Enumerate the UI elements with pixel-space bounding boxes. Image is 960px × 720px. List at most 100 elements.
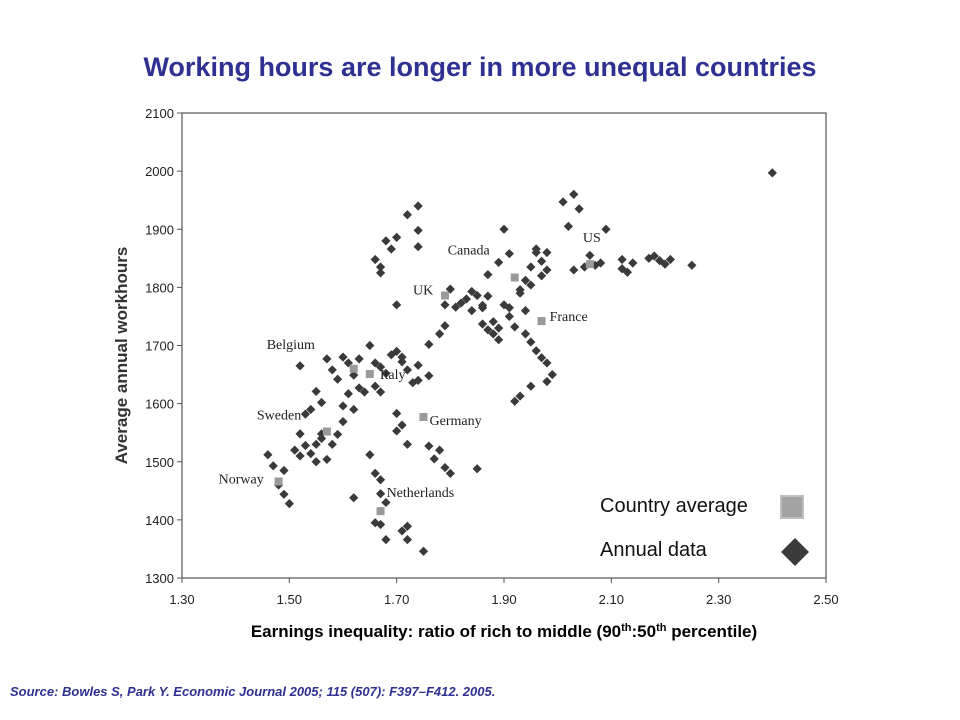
annual-data-point [311, 439, 321, 449]
annual-data-point [311, 457, 321, 467]
annual-data-point [381, 497, 391, 508]
annual-data-point [306, 449, 316, 459]
annual-data-point [397, 420, 407, 430]
annual-data-point [574, 204, 584, 214]
annual-data-point [451, 302, 461, 312]
annual-data-point [365, 450, 375, 460]
annual-data-point [510, 322, 520, 332]
annual-data-point [392, 408, 402, 419]
annual-data-point [477, 303, 488, 313]
country-label: Canada [448, 243, 491, 258]
annual-data-point [494, 257, 504, 267]
country-average-point [510, 273, 519, 282]
annual-data-point [349, 493, 359, 503]
annual-data-point [536, 353, 547, 363]
country-average-point [274, 477, 283, 486]
annual-data-point [477, 319, 488, 329]
annual-data-point [590, 260, 600, 270]
annual-data-point [381, 535, 391, 545]
annual-data-point [531, 244, 541, 254]
annual-data-point [338, 417, 348, 427]
annual-data-point [295, 429, 305, 439]
annual-data-point [526, 262, 536, 272]
annual-data-point [617, 264, 627, 274]
annual-data-point [392, 426, 402, 436]
annual-data-point [526, 381, 536, 391]
annual-data-point [413, 201, 423, 211]
x-tick-label: 2.30 [706, 592, 731, 607]
annual-data-point [520, 329, 531, 339]
annual-data-point [354, 354, 364, 364]
annual-data-point [504, 303, 514, 313]
y-tick-label: 1800 [145, 280, 174, 295]
annual-data-point [402, 365, 412, 375]
country-average-point [365, 369, 374, 378]
x-tick-label: 1.30 [169, 592, 194, 607]
annual-data-point [306, 404, 316, 415]
annual-data-point [499, 224, 509, 234]
country-average-point [376, 507, 385, 516]
annual-data-point [413, 360, 423, 370]
annual-data-point [327, 365, 337, 375]
annual-data-point [542, 358, 552, 368]
annual-data-point [392, 346, 402, 356]
annual-data-point [413, 242, 423, 252]
annual-data-point [617, 254, 627, 265]
annual-data-point [290, 445, 300, 455]
annual-data-point [370, 381, 380, 391]
annual-data-point [660, 259, 670, 269]
annual-data-point [370, 468, 380, 478]
annual-data-point [569, 265, 579, 275]
annual-data-point [424, 441, 434, 451]
annual-data-point [456, 298, 466, 308]
annual-data-point [628, 258, 638, 268]
annual-data-point [649, 251, 659, 261]
annual-data-point [375, 268, 386, 278]
annual-data-point [316, 397, 327, 408]
annual-data-point [596, 258, 606, 268]
annual-data-point [536, 256, 547, 266]
annual-data-point [375, 489, 386, 499]
annual-data-point [569, 189, 579, 199]
annual-data-point [413, 375, 423, 385]
annual-data-point [386, 350, 396, 360]
annual-data-point [370, 358, 380, 368]
country-label: Norway [219, 473, 264, 488]
annual-data-point [375, 262, 386, 272]
annual-data-point [338, 401, 348, 411]
country-label: Belgium [267, 338, 315, 353]
source-citation: Source: Bowles S, Park Y. Economic Journ… [10, 684, 496, 699]
annual-data-point [665, 254, 675, 265]
country-label: UK [413, 284, 433, 299]
annual-data-point [295, 361, 305, 371]
annual-data-point [440, 300, 450, 310]
y-axis-label: Average annual workhours [112, 247, 131, 465]
annual-data-point [300, 440, 311, 451]
annual-data-point [461, 294, 472, 304]
annual-data-point [472, 464, 482, 474]
annual-data-point [349, 404, 359, 415]
annual-data-point [601, 224, 611, 234]
annual-data-point [375, 519, 386, 530]
annual-data-point [520, 275, 531, 285]
annual-data-point [397, 352, 407, 362]
annual-data-point [440, 321, 450, 331]
annual-data-point [424, 371, 434, 381]
country-label: Netherlands [387, 486, 455, 501]
annual-data-point [365, 340, 375, 351]
country-average-point [419, 412, 428, 421]
y-tick-label: 1900 [145, 222, 174, 237]
chart-country-labels: Norway Sweden Belgium Italy Netherlands Germa… [219, 231, 601, 501]
annual-data-point [563, 221, 573, 231]
y-tick-label: 1600 [145, 397, 174, 412]
annual-data-point [435, 445, 445, 455]
annual-data-point [279, 465, 289, 476]
annual-data-point [386, 244, 396, 254]
annual-data-point [558, 197, 568, 207]
annual-data-point [435, 329, 445, 339]
annual-data-point [418, 546, 429, 556]
annual-data-point [622, 267, 633, 277]
country-label: US [583, 231, 601, 246]
y-tick-label: 1300 [145, 571, 174, 586]
